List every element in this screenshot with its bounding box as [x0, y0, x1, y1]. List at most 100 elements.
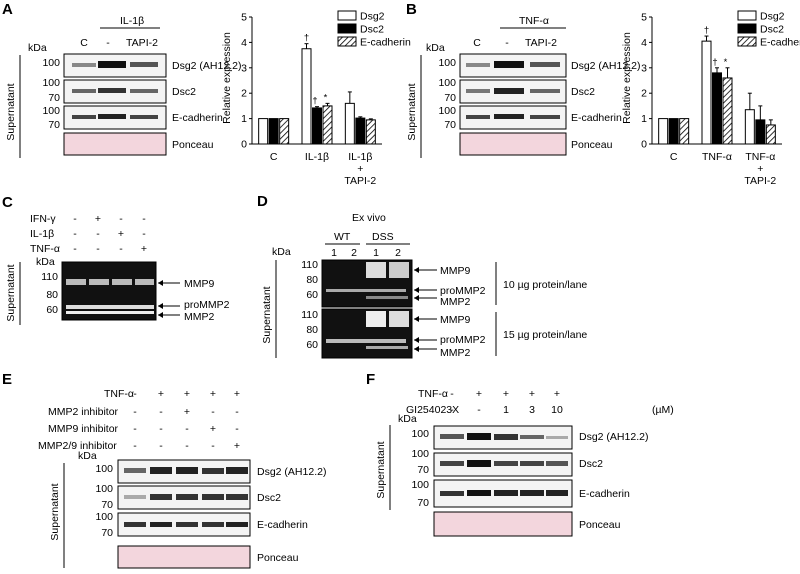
y-tick-label: 3 — [641, 62, 647, 74]
unit-label: (µM) — [652, 404, 674, 416]
blot-label: Ponceau — [172, 139, 214, 151]
condition-sign: - — [73, 228, 77, 240]
arrow-head — [414, 295, 419, 301]
kda-label: kDa — [398, 413, 417, 425]
band — [520, 435, 544, 439]
marker-label: 70 — [48, 119, 60, 131]
arrow-label: MMP9 — [184, 278, 214, 290]
zymogram-gel — [61, 261, 157, 321]
bar — [765, 124, 776, 145]
marker-label: 70 — [48, 92, 60, 104]
condition-sign: + — [158, 388, 164, 400]
bar — [679, 118, 690, 145]
kda-label: kDa — [426, 42, 445, 54]
y-tick-label: 0 — [241, 139, 247, 151]
chart-a: Relative expression † † * 0 1 2 3 4 5 C IL-1β IL-1… — [221, 10, 411, 188]
marker-label: 70 — [101, 527, 113, 539]
marker-label: 100 — [438, 105, 456, 117]
condition-signs: - + + + + - - + - - - - - + - - - - - + — [133, 388, 240, 452]
arrow-head — [158, 312, 163, 318]
band-promm2 — [326, 339, 406, 343]
legend-swatch — [337, 23, 357, 34]
band — [98, 61, 126, 68]
marker-label: 70 — [444, 119, 456, 131]
marker-label: 100 — [95, 463, 113, 475]
arrow-head — [414, 267, 419, 273]
band — [150, 494, 172, 500]
blot-label: Dsc2 — [579, 458, 603, 470]
arrow-head — [414, 337, 419, 343]
kda-label: kDa — [78, 450, 97, 462]
legend-label: Dsc2 — [760, 24, 784, 36]
condition-sign: 1 — [503, 404, 509, 416]
x-tick-label: TNF-α — [745, 151, 775, 163]
condition-sign: - — [73, 243, 77, 255]
marker-label: 70 — [417, 497, 429, 509]
legend-label: Dsg2 — [360, 11, 385, 23]
lane-label: 1 — [373, 247, 379, 259]
condition-sign: - — [450, 404, 454, 416]
row-label: MMP9 inhibitor — [48, 423, 119, 435]
bar — [312, 107, 322, 145]
condition-sign: - — [142, 228, 146, 240]
marker-label: 100 — [411, 479, 429, 491]
panel-d: D Ex vivo WT DSS 1 2 1 2 kDa Supernatant… — [257, 193, 587, 359]
condition-sign: - — [159, 406, 163, 418]
bar — [668, 118, 679, 145]
condition-sign: - — [96, 243, 100, 255]
band — [546, 461, 568, 466]
condition-sign: - — [235, 423, 239, 435]
band-mmp2 — [366, 346, 408, 349]
arrow-label: MMP9 — [440, 265, 470, 277]
condition-sign: - — [185, 423, 189, 435]
kda-label: kDa — [36, 256, 55, 268]
blot-label: E-cadherin — [257, 519, 308, 531]
group-label: DSS — [372, 231, 394, 243]
condition-sign: + — [529, 388, 535, 400]
blot-label: Dsg2 (AH12.2) — [172, 60, 241, 72]
panel-letter: F — [366, 371, 375, 388]
marker-label: 70 — [444, 92, 456, 104]
panel-letter: B — [406, 1, 417, 18]
blot-label: Ponceau — [257, 552, 299, 564]
bar — [755, 119, 766, 145]
treatment-label: IL-1β — [120, 15, 144, 27]
band — [202, 494, 224, 500]
marker-label: 60 — [46, 304, 58, 316]
lane-label: C — [473, 37, 481, 49]
bar — [322, 105, 333, 145]
condition-sign: - — [159, 440, 163, 452]
panel-letter: C — [2, 194, 13, 211]
legend-swatch — [337, 10, 357, 21]
row-label: IL-1β — [30, 228, 54, 240]
arrow-label: MMP2 — [440, 347, 470, 359]
row-label: MMP2 inhibitor — [48, 406, 119, 418]
band-mmp2 — [66, 311, 154, 314]
condition-sign: + — [118, 228, 124, 240]
blot-label: Dsc2 — [571, 86, 595, 98]
x-tick-label: TAPI-2 — [744, 175, 776, 187]
row-label: MMP2/9 inhibitor — [38, 440, 117, 452]
condition-sign: + — [234, 388, 240, 400]
band — [440, 461, 464, 466]
side-label: Supernatant — [5, 83, 17, 140]
band — [124, 495, 146, 499]
x-tick-label: C — [670, 151, 678, 163]
side-label: Supernatant — [406, 83, 418, 140]
lane-label: - — [106, 37, 110, 49]
band — [494, 461, 518, 466]
x-tick-label: IL-1β — [305, 151, 329, 163]
condition-sign: 3 — [529, 404, 535, 416]
x-tick-label: IL-1β — [348, 151, 372, 163]
band — [150, 522, 172, 527]
band — [98, 88, 126, 93]
condition-sign: + — [476, 388, 482, 400]
row-label: GI254023X — [406, 404, 459, 416]
condition-signs: - + - - - - + - - - - + — [73, 213, 147, 255]
kda-label: kDa — [272, 246, 291, 258]
legend-label: E-cadherin — [760, 37, 800, 49]
lane-label: 2 — [351, 247, 357, 259]
blot-ponceau — [117, 545, 251, 569]
